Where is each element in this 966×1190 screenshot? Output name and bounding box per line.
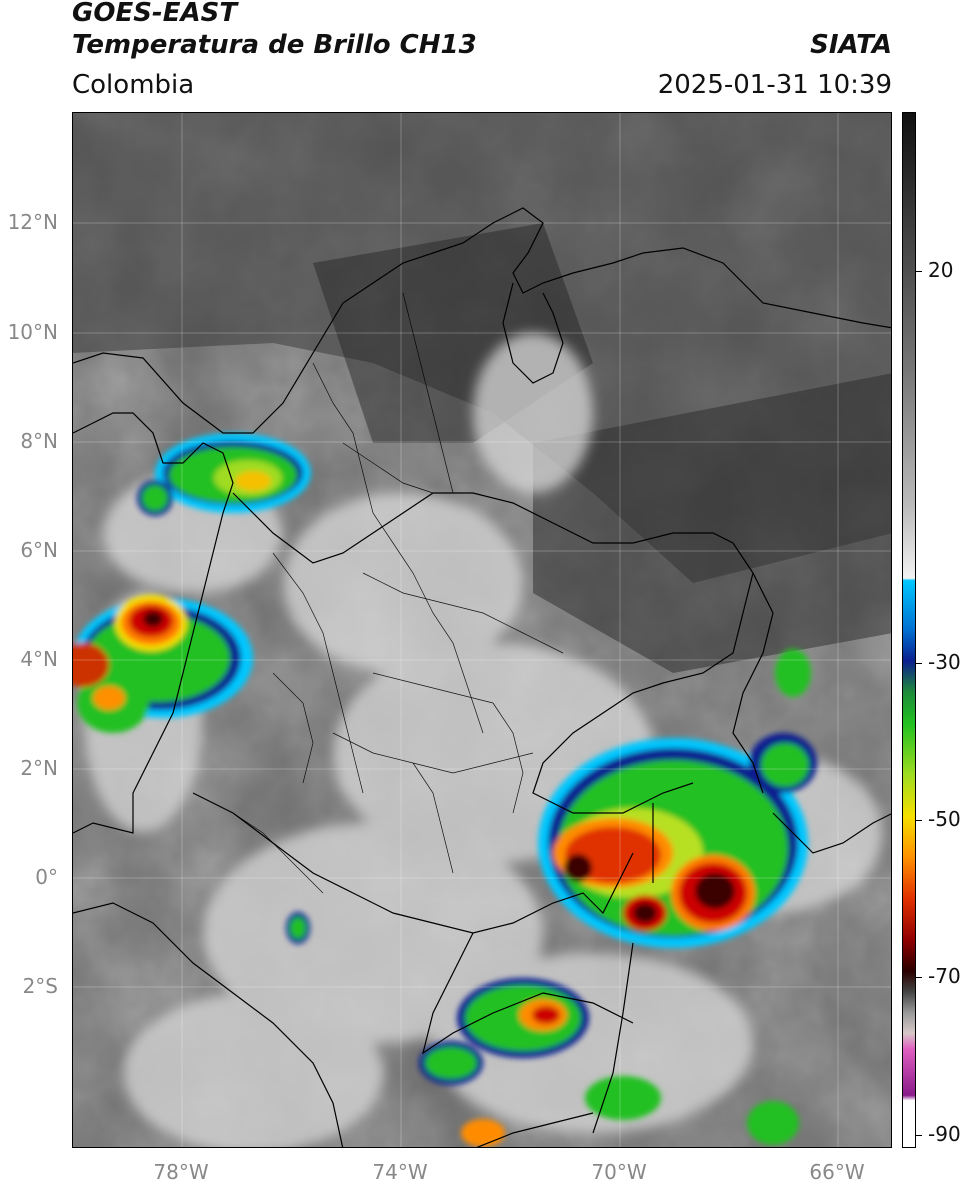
- region-label: Colombia: [72, 70, 195, 100]
- lat-tick-2s: 2°S: [22, 974, 58, 998]
- lon-tick-66w: 66°W: [809, 1160, 865, 1184]
- satellite-map: [72, 112, 892, 1148]
- datetime-label: 2025-01-31 10:39: [657, 70, 892, 100]
- lat-tick-6n: 6°N: [20, 538, 58, 562]
- chart-subtitle: Temperatura de Brillo CH13: [72, 30, 477, 60]
- lat-tick-12n: 12°N: [7, 210, 58, 234]
- lon-tick-78w: 78°W: [153, 1160, 209, 1184]
- lon-tick-70w: 70°W: [591, 1160, 647, 1184]
- lat-tick-2n: 2°N: [20, 756, 58, 780]
- lat-tick-0: 0°: [35, 865, 58, 889]
- lat-tick-4n: 4°N: [20, 647, 58, 671]
- colorbar: [902, 112, 916, 1148]
- colorbar-tick: [916, 820, 922, 821]
- colorbar-label-minus30: -30: [928, 650, 961, 674]
- colorbar-label-minus50: -50: [928, 807, 961, 831]
- lat-tick-10n: 10°N: [7, 320, 58, 344]
- colorbar-tick: [916, 663, 922, 664]
- colorbar-label-minus90: -90: [928, 1122, 961, 1146]
- chart-title: GOES-EAST: [72, 0, 238, 28]
- lon-tick-74w: 74°W: [372, 1160, 428, 1184]
- colorbar-label-minus70: -70: [928, 964, 961, 988]
- colorbar-tick: [916, 271, 922, 272]
- lat-tick-8n: 8°N: [20, 429, 58, 453]
- colorbar-tick: [916, 1135, 922, 1136]
- brand-label: SIATA: [810, 30, 892, 60]
- colorbar-label-20: 20: [928, 258, 954, 282]
- colorbar-tick: [916, 977, 922, 978]
